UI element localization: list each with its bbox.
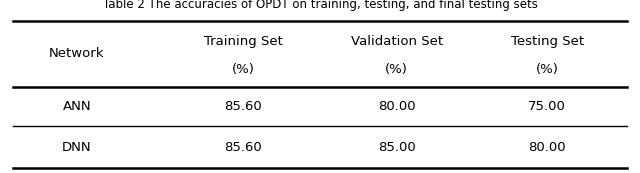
Text: 85.60: 85.60: [225, 140, 262, 154]
Text: 85.00: 85.00: [378, 140, 415, 154]
Text: (%): (%): [385, 63, 408, 76]
Text: 80.00: 80.00: [378, 100, 415, 113]
Text: 80.00: 80.00: [529, 140, 566, 154]
Text: Table 2 The accuracies of OPDT on training, testing, and final testing sets: Table 2 The accuracies of OPDT on traini…: [102, 0, 538, 11]
Text: ANN: ANN: [63, 100, 91, 113]
Text: DNN: DNN: [62, 140, 92, 154]
Text: 85.60: 85.60: [225, 100, 262, 113]
Text: (%): (%): [536, 63, 559, 76]
Text: Network: Network: [49, 47, 104, 60]
Text: Testing Set: Testing Set: [511, 35, 584, 48]
Text: 75.00: 75.00: [528, 100, 566, 113]
Text: Training Set: Training Set: [204, 35, 283, 48]
Text: Validation Set: Validation Set: [351, 35, 443, 48]
Text: (%): (%): [232, 63, 255, 76]
